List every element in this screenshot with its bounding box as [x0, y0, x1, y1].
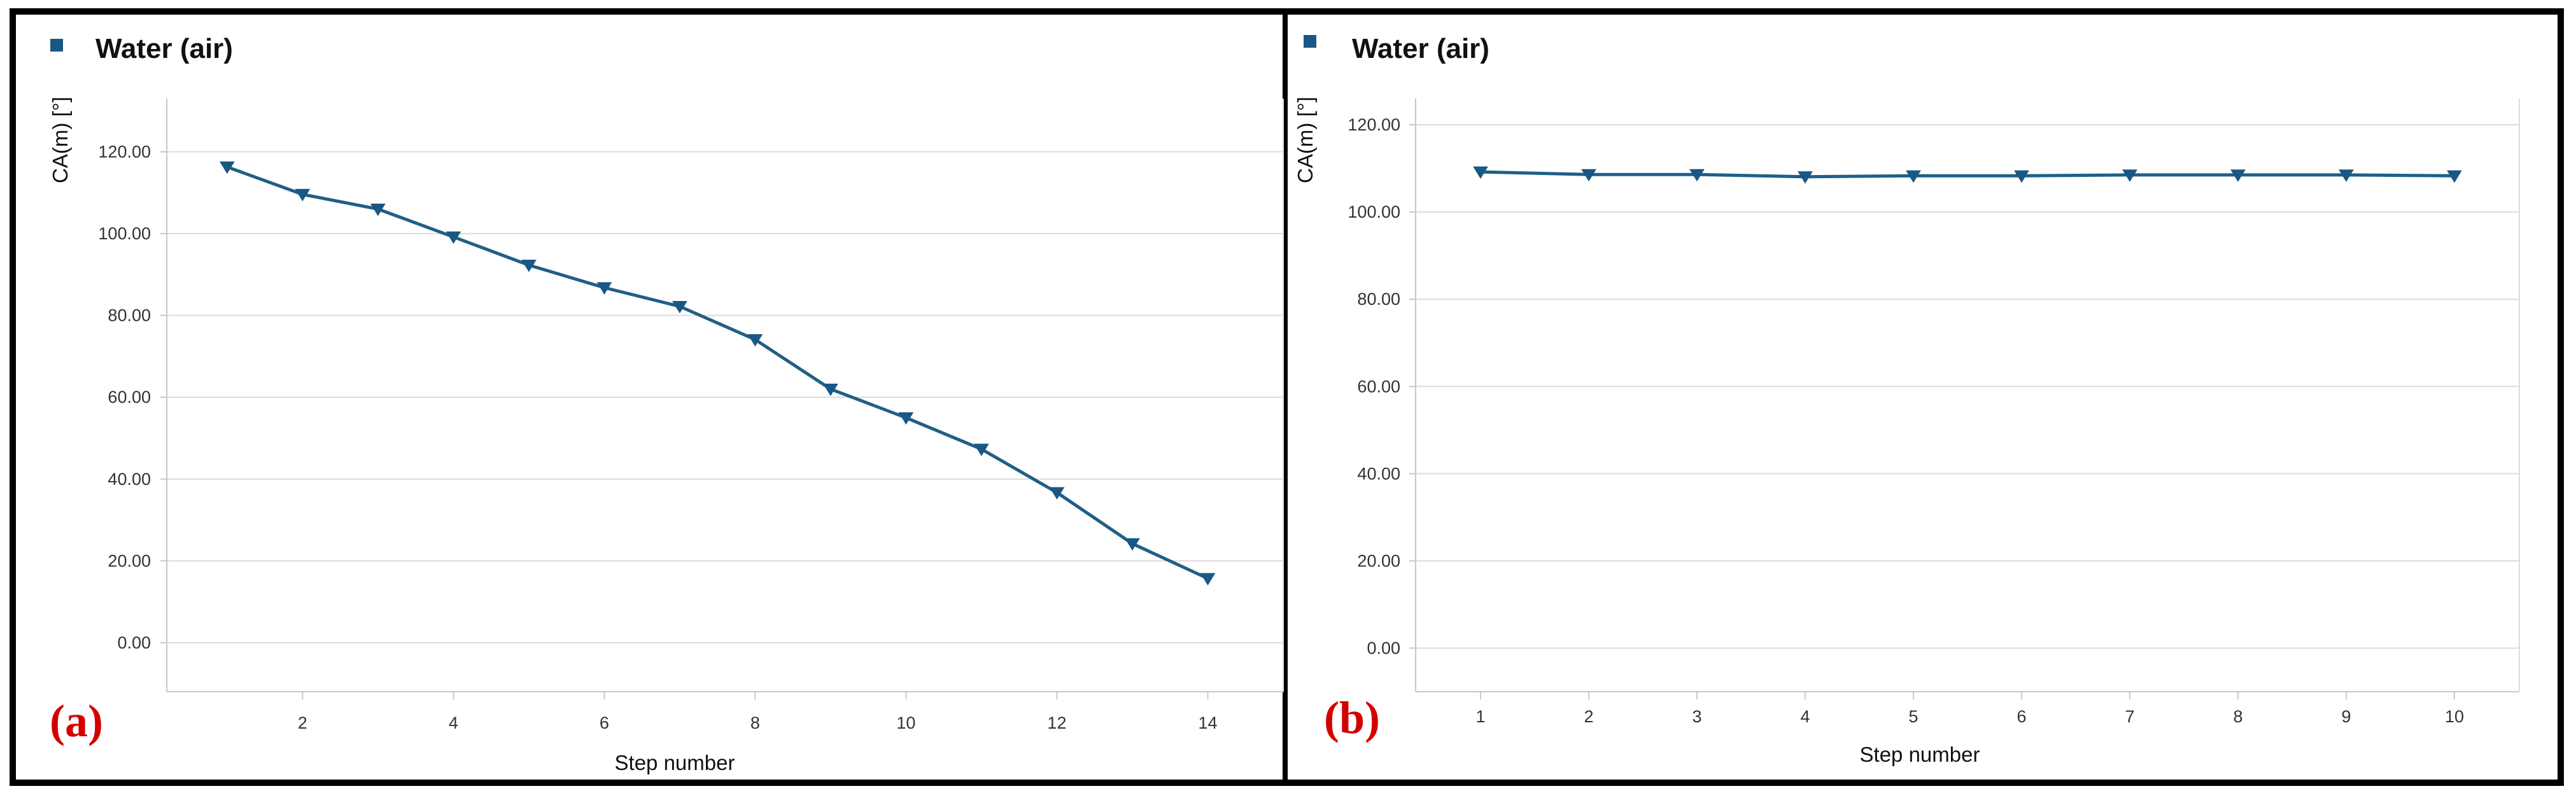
x-tick-label: 4 — [1800, 707, 1810, 726]
data-point-marker — [521, 260, 537, 272]
legend-label: Water (air) — [95, 33, 233, 64]
data-point-marker — [1798, 171, 1813, 184]
data-point-marker — [672, 301, 687, 314]
x-tick-label: 5 — [1908, 707, 1918, 726]
data-series — [219, 161, 1216, 585]
x-tick-label: 6 — [600, 713, 609, 732]
grid-lines — [1416, 124, 2519, 649]
y-tick-labels: 0.00 20.00 40.00 60.00 80.00 100.00 120.00 — [1348, 115, 1400, 657]
data-point-marker — [2122, 169, 2137, 182]
y-tick-label: 120.00 — [1348, 115, 1400, 134]
data-point-marker — [898, 412, 914, 425]
panel-letter: (a) — [50, 696, 103, 746]
y-tick-label: 60.00 — [108, 388, 151, 407]
axes — [1409, 99, 2520, 699]
x-tick-label: 2 — [1584, 707, 1593, 726]
data-point-marker — [295, 188, 311, 202]
y-tick-label: 40.00 — [108, 470, 151, 489]
chart-panel-b: Water (air) CA(m) [°] Step number (b) 0.… — [1293, 33, 2520, 766]
y-tick-label: 80.00 — [108, 306, 151, 325]
data-point-marker — [1200, 573, 1216, 585]
y-tick-label: 0.00 — [117, 633, 151, 652]
data-point-marker — [2339, 169, 2354, 182]
data-point-marker — [974, 444, 989, 456]
x-tick-label: 12 — [1047, 713, 1066, 732]
data-point-marker — [1581, 169, 1596, 182]
x-tick-label: 4 — [449, 713, 458, 732]
data-series — [1473, 166, 2462, 184]
x-tick-labels: 1 2 3 4 5 6 7 8 9 10 — [1475, 707, 2464, 726]
y-tick-label: 80.00 — [1357, 290, 1400, 309]
x-axis-label: Step number — [615, 751, 735, 774]
x-tick-label: 1 — [1475, 707, 1485, 726]
data-point-marker — [2447, 170, 2462, 183]
y-tick-label: 40.00 — [1357, 464, 1400, 483]
x-tick-label: 8 — [2233, 707, 2242, 726]
data-point-marker — [596, 282, 612, 295]
x-tick-labels: 2 4 6 8 10 12 14 — [298, 713, 1218, 732]
data-point-marker — [747, 334, 763, 347]
x-tick-label: 14 — [1198, 713, 1217, 732]
legend-marker — [1304, 35, 1316, 48]
x-tick-label: 9 — [2341, 707, 2351, 726]
y-tick-label: 100.00 — [98, 224, 151, 243]
chart-panel-a: Water (air) CA(m) [°] Step number (a) 0.… — [48, 33, 1284, 774]
y-tick-label: 20.00 — [1357, 551, 1400, 570]
y-tick-label: 20.00 — [108, 551, 151, 570]
data-point-marker — [2230, 169, 2246, 182]
y-axis-label: CA(m) [°] — [48, 97, 72, 183]
legend-label: Water (air) — [1352, 33, 1489, 64]
y-axis-label: CA(m) [°] — [1293, 97, 1317, 183]
axes — [160, 99, 1284, 699]
x-tick-label: 7 — [2125, 707, 2134, 726]
x-axis-label: Step number — [1860, 743, 1980, 766]
data-point-marker — [1049, 487, 1065, 500]
data-point-marker — [1473, 166, 1488, 179]
x-tick-label: 6 — [2016, 707, 2026, 726]
legend-marker — [50, 39, 63, 52]
y-tick-label: 60.00 — [1357, 377, 1400, 396]
y-tick-label: 120.00 — [98, 143, 151, 162]
data-point-marker — [823, 383, 838, 396]
grid-lines — [167, 151, 1283, 643]
x-tick-label: 10 — [2445, 707, 2464, 726]
y-tick-label: 0.00 — [1367, 638, 1400, 657]
panel-letter: (b) — [1324, 692, 1380, 743]
data-point-marker — [446, 231, 461, 244]
series-line — [1480, 170, 2455, 179]
data-point-marker — [219, 161, 235, 174]
data-point-marker — [2014, 170, 2029, 183]
series-line — [226, 165, 1209, 580]
data-point-marker — [1906, 170, 1921, 183]
x-tick-label: 2 — [298, 713, 307, 732]
data-point-marker — [1125, 538, 1140, 551]
data-point-marker — [370, 204, 386, 216]
x-tick-label: 3 — [1692, 707, 1701, 726]
x-tick-label: 8 — [750, 713, 760, 732]
x-tick-label: 10 — [896, 713, 915, 732]
y-tick-label: 100.00 — [1348, 202, 1400, 221]
y-tick-labels: 0.00 20.00 40.00 60.00 80.00 100.00 120.00 — [98, 143, 151, 652]
data-point-marker — [1689, 169, 1705, 182]
